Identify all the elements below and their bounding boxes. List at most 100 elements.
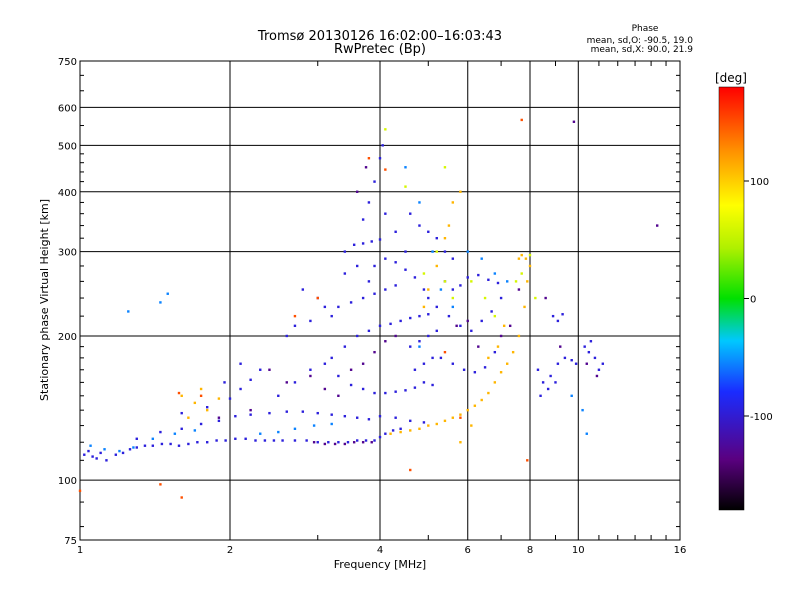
x-tick-label: 6 [465, 545, 471, 556]
data-point [418, 201, 421, 204]
data-point [180, 411, 183, 415]
data-point [187, 442, 190, 446]
data-point [193, 429, 197, 432]
data-point [312, 424, 316, 427]
data-point [330, 422, 333, 426]
data-point [259, 368, 262, 371]
data-point [431, 383, 434, 387]
data-point [151, 437, 155, 440]
data-point [199, 422, 203, 426]
data-point [384, 288, 387, 291]
data-point [431, 356, 434, 360]
data-point [528, 264, 532, 268]
data-point [305, 439, 308, 442]
data-point [118, 449, 121, 453]
data-point [378, 238, 382, 241]
data-point [361, 387, 365, 391]
data-point [455, 324, 458, 328]
colorbar-tick-label: 0 [750, 295, 756, 306]
data-point [205, 408, 209, 412]
data-point [655, 224, 659, 227]
data-point [585, 362, 588, 365]
data-point [177, 391, 181, 395]
data-point [551, 314, 555, 318]
data-point [254, 439, 257, 442]
data-point [91, 455, 94, 458]
y-axis-label: Stationary phase Virtual Height [km] [38, 199, 51, 401]
data-point [259, 432, 262, 435]
data-point [443, 236, 447, 240]
data-point [373, 264, 376, 268]
data-point [217, 419, 221, 423]
data-point [217, 397, 221, 400]
data-point [399, 430, 402, 434]
data-point [330, 356, 333, 360]
data-point [277, 394, 280, 398]
data-point [524, 257, 528, 260]
data-point [404, 185, 407, 188]
data-point [418, 345, 421, 348]
data-point [309, 368, 312, 371]
data-point [277, 430, 280, 434]
data-point [169, 442, 172, 446]
data-point [570, 359, 573, 362]
data-point [159, 301, 162, 304]
data-point [367, 157, 371, 160]
y-tick-label: 300 [58, 248, 77, 259]
data-point [418, 340, 421, 343]
data-point [517, 334, 521, 338]
data-point [443, 166, 447, 169]
data-point [391, 429, 395, 432]
data-point [309, 374, 312, 378]
data-point [499, 334, 503, 338]
data-point [435, 264, 438, 268]
data-point [422, 362, 426, 365]
data-point [427, 288, 430, 291]
data-point [601, 362, 605, 365]
x-tick-label: 16 [674, 545, 687, 556]
y-tick-label: 100 [58, 476, 77, 487]
data-point [502, 324, 506, 328]
data-point [418, 427, 421, 431]
data-point [413, 276, 417, 279]
data-point [477, 273, 480, 277]
data-point [435, 305, 438, 309]
data-point [268, 368, 271, 371]
data-point [546, 387, 550, 391]
data-point [526, 280, 529, 283]
data-point [394, 261, 397, 264]
data-point [285, 334, 288, 338]
data-point [585, 432, 588, 435]
data-point [316, 411, 319, 415]
data-point [127, 310, 130, 313]
data-point [487, 391, 490, 395]
data-point [451, 416, 455, 419]
y-axis-ticks: 75 100 200 300 400 500 600 750 [58, 57, 680, 547]
data-point [459, 284, 462, 287]
data-point [409, 316, 412, 320]
data-point [293, 439, 297, 442]
data-point [316, 441, 319, 444]
data-point [361, 441, 365, 444]
data-point [193, 401, 197, 405]
data-point [263, 439, 267, 442]
data-point [493, 381, 497, 384]
data-point [373, 391, 376, 395]
x-axis-label: Frequency [MHz] [334, 558, 426, 571]
data-point [443, 280, 447, 283]
data-point [323, 387, 327, 391]
data-point [418, 224, 421, 227]
data-point [355, 416, 359, 419]
data-point [187, 416, 190, 419]
data-point [399, 427, 402, 431]
x-tick-label: 8 [527, 545, 533, 556]
data-point [587, 350, 591, 354]
data-point [451, 305, 455, 309]
x-tick-label: 4 [377, 545, 383, 556]
data-point [473, 371, 477, 374]
data-point [268, 411, 271, 415]
data-point [443, 419, 447, 423]
data-point [409, 468, 412, 472]
data-point [367, 201, 371, 204]
